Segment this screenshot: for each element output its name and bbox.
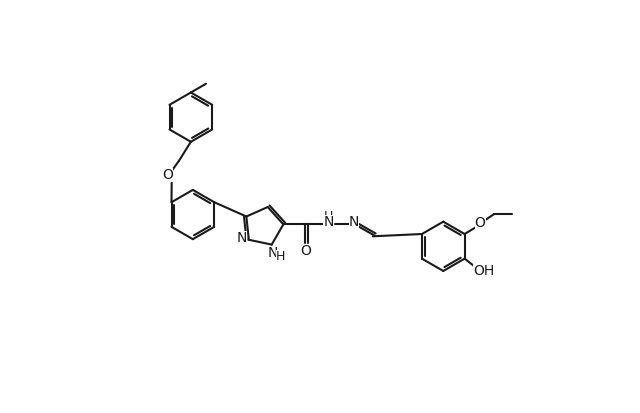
Text: H: H [324,209,333,223]
Text: O: O [163,168,173,182]
Text: OH: OH [473,264,494,278]
Text: N: N [268,247,278,260]
Text: N: N [349,216,359,229]
Text: N: N [323,215,334,228]
Text: H: H [276,250,285,263]
Text: N: N [237,231,247,245]
Text: O: O [475,216,486,230]
Text: O: O [300,244,311,258]
